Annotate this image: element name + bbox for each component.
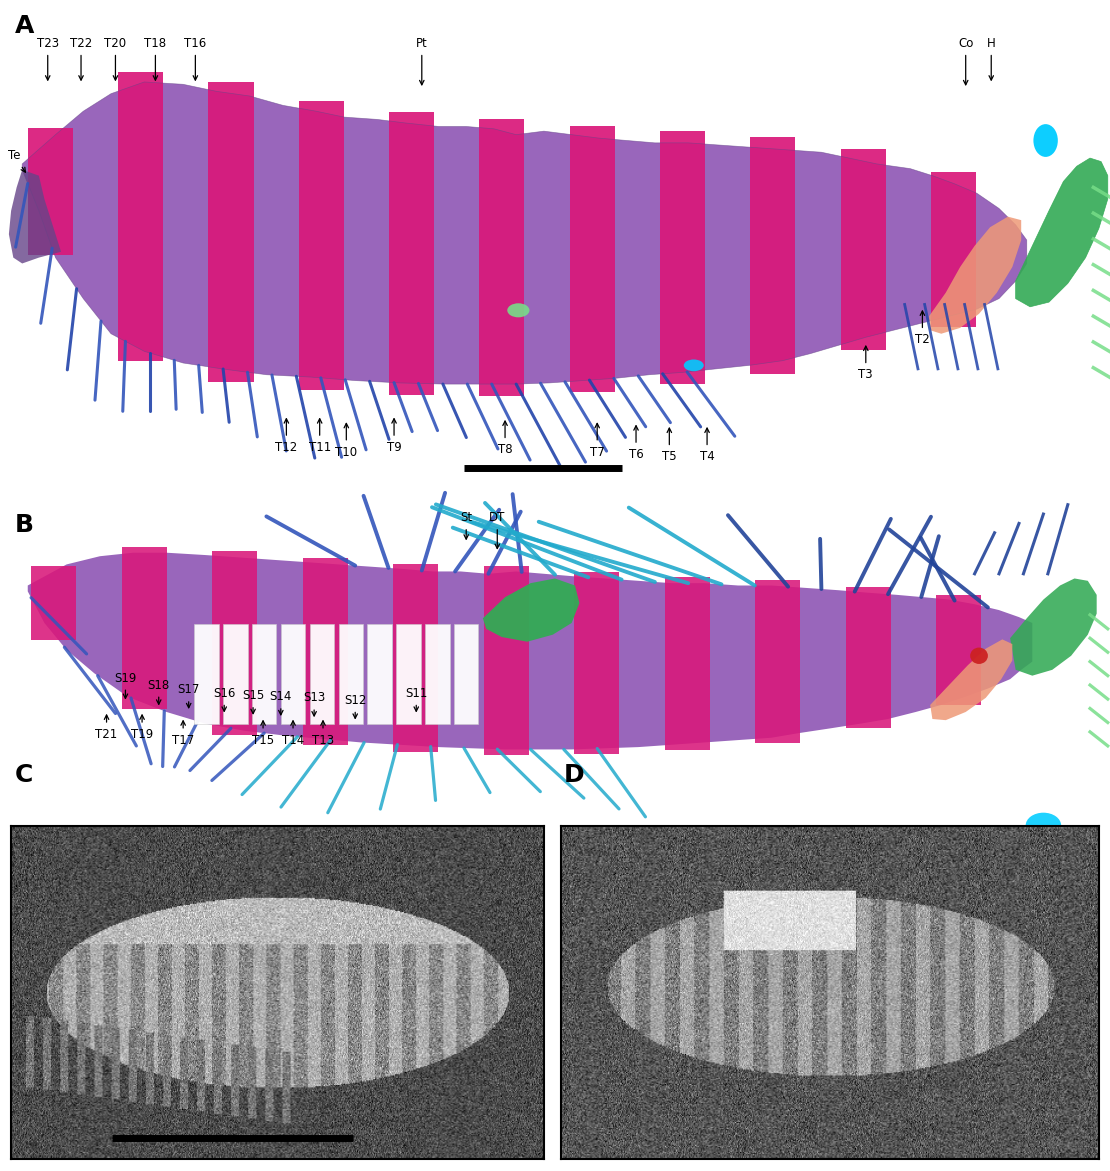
Bar	[281, 624, 305, 724]
Polygon shape	[31, 566, 77, 641]
Text: T9: T9	[386, 419, 402, 454]
Text: H: H	[987, 36, 996, 80]
Text: T3: T3	[858, 347, 874, 382]
Text: T15: T15	[252, 721, 274, 747]
Text: T21: T21	[95, 715, 118, 741]
Text: T18: T18	[144, 36, 166, 80]
Polygon shape	[118, 71, 163, 361]
Text: Te: Te	[8, 149, 26, 172]
Bar	[339, 624, 363, 724]
Polygon shape	[212, 552, 258, 735]
Text: S11: S11	[405, 686, 427, 711]
Text: T23: T23	[37, 36, 59, 80]
Polygon shape	[929, 217, 1021, 334]
Text: S19: S19	[114, 671, 137, 698]
Text: T6: T6	[628, 426, 644, 461]
Ellipse shape	[1033, 124, 1058, 157]
Text: Pt: Pt	[416, 36, 427, 84]
Polygon shape	[388, 112, 434, 395]
Polygon shape	[480, 119, 525, 396]
Bar	[223, 624, 248, 724]
Polygon shape	[122, 547, 166, 710]
Polygon shape	[840, 150, 886, 350]
Polygon shape	[1016, 158, 1108, 307]
Ellipse shape	[507, 303, 529, 317]
Text: T19: T19	[131, 715, 153, 741]
Text: T2: T2	[915, 311, 930, 347]
Text: DT: DT	[490, 511, 505, 548]
Polygon shape	[28, 553, 1032, 749]
Text: D: D	[564, 763, 585, 787]
Text: T14: T14	[282, 721, 304, 747]
Polygon shape	[574, 573, 619, 754]
Polygon shape	[1010, 578, 1097, 676]
Bar	[425, 624, 450, 724]
Text: T11: T11	[309, 419, 331, 454]
Bar	[310, 624, 334, 724]
Text: S18: S18	[148, 678, 170, 704]
Text: S16: S16	[213, 686, 235, 711]
Polygon shape	[483, 578, 579, 642]
Text: T12: T12	[275, 419, 297, 454]
Ellipse shape	[970, 648, 988, 664]
Polygon shape	[303, 557, 347, 745]
Bar	[367, 624, 392, 724]
Text: T4: T4	[699, 429, 715, 464]
Polygon shape	[299, 101, 344, 390]
Polygon shape	[936, 596, 981, 705]
Text: S13: S13	[303, 691, 325, 715]
Text: B: B	[14, 513, 33, 536]
Bar	[454, 624, 478, 724]
Bar	[194, 624, 219, 724]
Polygon shape	[484, 567, 529, 755]
Ellipse shape	[1026, 813, 1061, 838]
Polygon shape	[846, 587, 891, 728]
Text: S12: S12	[344, 693, 366, 718]
Polygon shape	[28, 128, 73, 255]
Polygon shape	[569, 125, 615, 391]
Polygon shape	[22, 82, 1027, 384]
Polygon shape	[665, 577, 710, 749]
Text: T20: T20	[104, 36, 127, 80]
Text: T16: T16	[184, 36, 206, 80]
Text: A: A	[14, 14, 33, 37]
Polygon shape	[931, 172, 976, 327]
Polygon shape	[393, 564, 438, 752]
Text: S17: S17	[178, 683, 200, 707]
Bar	[0, 0, 1110, 545]
Text: S15: S15	[242, 689, 264, 713]
Bar	[252, 624, 276, 724]
Polygon shape	[660, 131, 705, 384]
Text: T22: T22	[70, 36, 92, 80]
Text: T17: T17	[172, 721, 194, 747]
Text: Co: Co	[958, 36, 973, 84]
Bar	[396, 624, 421, 724]
Polygon shape	[755, 580, 800, 742]
Polygon shape	[209, 82, 253, 382]
Text: T5: T5	[662, 429, 677, 464]
Text: T13: T13	[312, 721, 334, 747]
Text: S14: S14	[270, 690, 292, 714]
Text: T10: T10	[335, 424, 357, 459]
Bar	[0, 545, 1110, 1054]
Text: C: C	[14, 763, 33, 787]
Polygon shape	[750, 137, 796, 374]
Text: St: St	[461, 511, 472, 539]
Text: T8: T8	[497, 422, 513, 457]
Text: T7: T7	[589, 424, 605, 459]
Polygon shape	[930, 639, 1012, 720]
Polygon shape	[9, 170, 61, 263]
Ellipse shape	[684, 359, 704, 371]
